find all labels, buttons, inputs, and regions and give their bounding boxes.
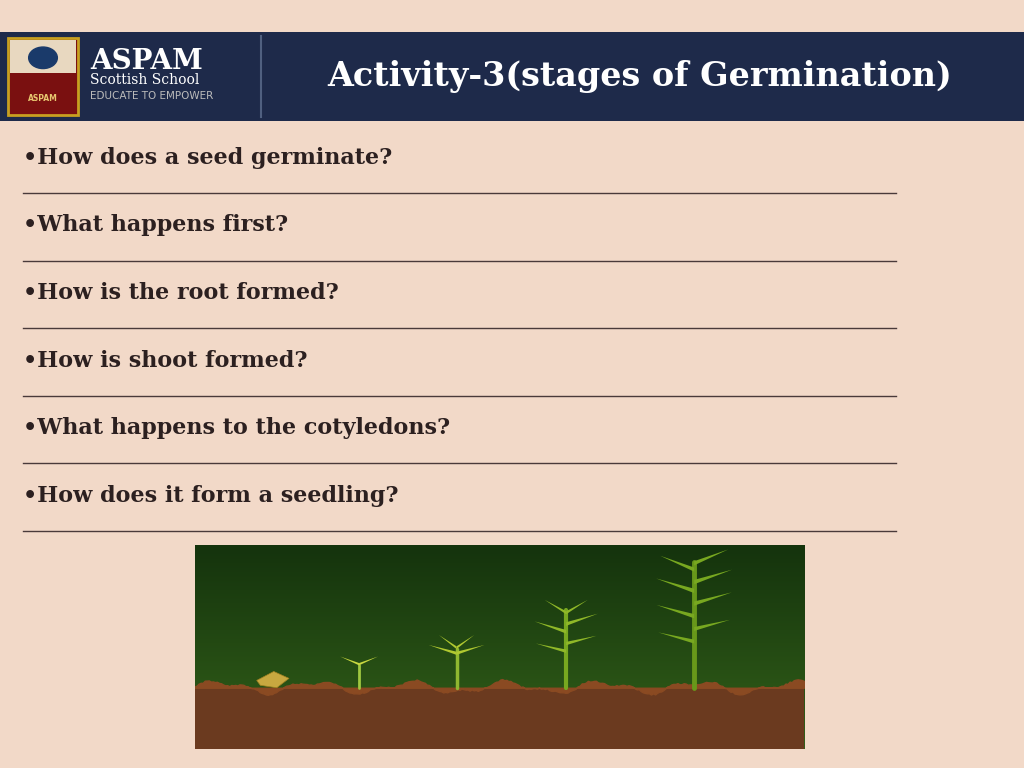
Text: •How does a seed germinate?: •How does a seed germinate? [23,147,392,169]
Bar [8,38,78,115]
Text: Activity-3(stages of Germination): Activity-3(stages of Germination) [328,60,952,93]
Polygon shape [656,578,694,593]
Text: EDUCATE TO EMPOWER: EDUCATE TO EMPOWER [90,91,213,101]
Polygon shape [566,636,597,645]
Text: •How is the root formed?: •How is the root formed? [23,282,338,304]
Text: •What happens to the cotyledons?: •What happens to the cotyledons? [23,417,450,439]
Polygon shape [536,644,566,653]
Polygon shape [545,600,566,614]
Polygon shape [429,645,457,655]
Polygon shape [457,635,474,649]
Polygon shape [457,645,484,655]
Polygon shape [257,671,289,688]
Polygon shape [195,688,804,749]
Polygon shape [566,614,598,626]
Text: Scottish School: Scottish School [90,73,200,88]
Bar [0,32,1024,121]
Text: •What happens first?: •What happens first? [23,214,288,237]
Polygon shape [359,657,378,665]
Polygon shape [660,556,694,571]
Polygon shape [535,621,566,634]
Text: •How is shoot formed?: •How is shoot formed? [23,349,307,372]
Polygon shape [694,549,728,565]
Text: ASPAM: ASPAM [28,94,58,103]
Polygon shape [566,600,588,614]
Polygon shape [694,592,732,606]
Polygon shape [694,570,732,584]
Polygon shape [439,635,457,649]
Circle shape [29,47,57,68]
Text: •How does it form a seedling?: •How does it form a seedling? [23,485,398,507]
Text: ASPAM: ASPAM [90,48,203,74]
Bar [10,40,76,72]
Polygon shape [656,605,694,618]
Polygon shape [658,632,694,644]
Bar [0,0,1024,32]
Polygon shape [340,657,359,665]
Polygon shape [694,620,730,631]
